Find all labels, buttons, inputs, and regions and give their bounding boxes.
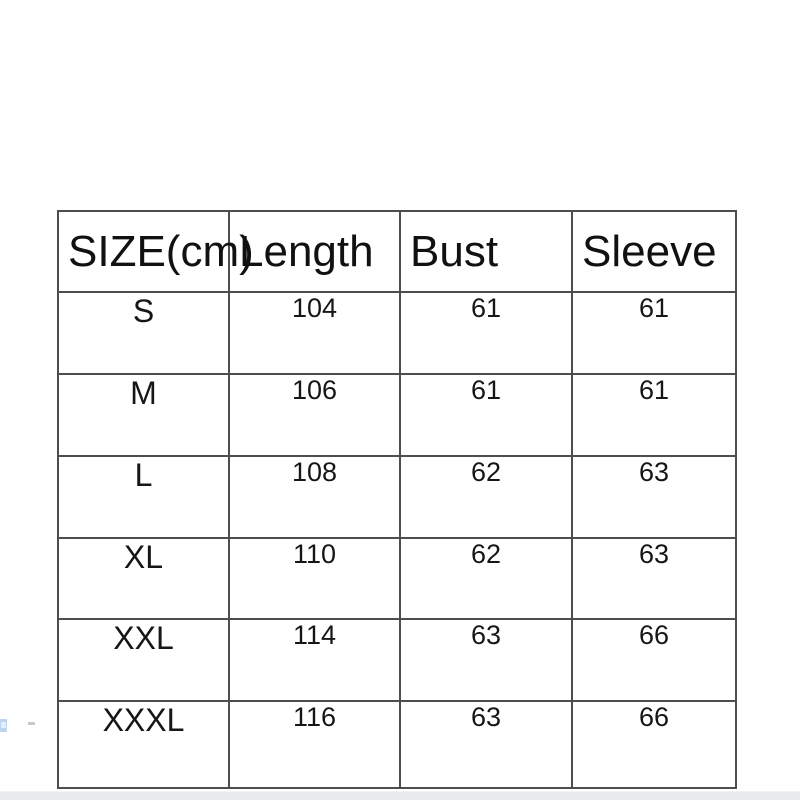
header-cell-size: SIZE(cm) <box>57 210 254 293</box>
size-cell: XXL <box>57 618 230 702</box>
value-cell: 61 <box>399 373 573 457</box>
value-cell: 110 <box>228 537 401 620</box>
gray-dash-artifact <box>28 722 35 725</box>
table-row: XXXL 116 63 66 <box>57 700 737 789</box>
value-cell: 63 <box>571 537 737 620</box>
cropped-blue-icon <box>0 719 7 732</box>
size-cell: XXXL <box>57 700 230 789</box>
value-cell: 62 <box>399 455 573 539</box>
value-cell: 61 <box>571 291 737 375</box>
value-cell: 61 <box>571 373 737 457</box>
value-cell: 61 <box>399 291 573 375</box>
value-cell: 63 <box>399 700 573 789</box>
value-cell: 106 <box>228 373 401 457</box>
table-row: S 104 61 61 <box>57 291 737 375</box>
size-chart-table: SIZE(cm) Length Bust Sleeve S 104 61 61 … <box>57 210 737 789</box>
header-cell-length: Length <box>228 210 401 293</box>
value-cell: 62 <box>399 537 573 620</box>
statusbar-strip <box>0 791 800 800</box>
value-cell: 66 <box>571 618 737 702</box>
value-cell: 63 <box>571 455 737 539</box>
size-cell: L <box>57 455 230 539</box>
value-cell: 116 <box>228 700 401 789</box>
size-cell: XL <box>57 537 230 620</box>
size-cell: S <box>57 291 230 375</box>
table-row: L 108 62 63 <box>57 455 737 539</box>
table-row: XL 110 62 63 <box>57 537 737 620</box>
value-cell: 114 <box>228 618 401 702</box>
value-cell: 63 <box>399 618 573 702</box>
table-row: M 106 61 61 <box>57 373 737 457</box>
header-cell-bust: Bust <box>399 210 573 293</box>
cropped-blue-icon-highlight <box>1 722 6 728</box>
size-cell: M <box>57 373 230 457</box>
table-row: XXL 114 63 66 <box>57 618 737 702</box>
value-cell: 66 <box>571 700 737 789</box>
header-row: SIZE(cm) Length Bust Sleeve <box>57 210 737 293</box>
header-cell-sleeve: Sleeve <box>571 210 737 293</box>
value-cell: 104 <box>228 291 401 375</box>
value-cell: 108 <box>228 455 401 539</box>
